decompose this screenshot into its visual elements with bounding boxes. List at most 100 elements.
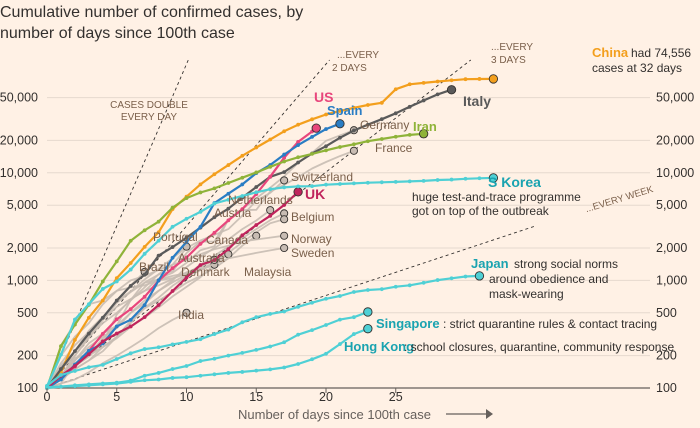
data-point: [226, 353, 231, 358]
data-point: [421, 80, 426, 85]
label-denmark: Denmark: [181, 265, 231, 279]
label-france: France: [375, 141, 413, 155]
series-line: [46, 311, 187, 389]
data-point: [310, 151, 314, 156]
reference-line: [46, 225, 536, 389]
y-tick-label-left: 1,000: [7, 273, 38, 287]
y-tick-label-left: 2,000: [7, 241, 38, 255]
data-point: [338, 109, 342, 113]
data-point: [198, 359, 203, 363]
data-point: [142, 228, 147, 233]
data-point: [170, 205, 175, 210]
data-point: [73, 364, 77, 368]
data-point: [324, 182, 328, 187]
data-point: [86, 302, 91, 307]
series-line: [46, 209, 271, 389]
series-endpoint: [349, 146, 358, 155]
series-endpoint: [280, 231, 289, 240]
data-point: [296, 362, 300, 366]
x-axis-arrowhead: [486, 409, 493, 419]
data-point: [254, 190, 259, 195]
data-point: [59, 377, 63, 382]
series-s-korea: [45, 173, 499, 389]
data-point: [282, 309, 287, 314]
data-point: [324, 144, 328, 149]
data-point: [198, 263, 203, 267]
data-point: [170, 289, 175, 293]
data-point: [226, 247, 231, 252]
y-tick-label-left: 200: [17, 349, 38, 363]
data-point: [282, 155, 287, 160]
data-point: [142, 315, 147, 319]
label-switzerland: Switzerland: [291, 170, 353, 184]
data-point: [296, 140, 300, 144]
data-point: [282, 185, 287, 190]
data-point: [407, 82, 412, 87]
data-point: [128, 238, 133, 243]
y-tick-label-right: 1,000: [656, 273, 687, 287]
data-point: [59, 367, 63, 371]
data-point: [268, 187, 273, 192]
data-point: [142, 251, 147, 256]
reference-lines: [46, 59, 536, 389]
series-endpoint: [474, 271, 485, 281]
data-point: [198, 337, 203, 342]
data-point: [73, 337, 77, 342]
data-point: [114, 331, 119, 336]
label-ref-3day-2: 3 DAYS: [491, 55, 526, 66]
data-point: [156, 230, 161, 235]
x-axis-label: Number of days since 100th case: [238, 407, 431, 422]
data-point: [268, 213, 273, 218]
data-point: [198, 373, 203, 378]
data-point: [282, 340, 287, 345]
data-point: [379, 180, 384, 185]
data-point: [100, 362, 105, 367]
y-tick-label-left: 50,000: [0, 91, 38, 105]
series-line: [46, 274, 480, 387]
label-singapore: Singapore: [376, 316, 440, 331]
label-canada: Canada: [206, 233, 248, 247]
data-point: [170, 367, 175, 371]
data-point: [240, 207, 245, 212]
data-point: [310, 328, 314, 333]
data-point: [407, 133, 412, 137]
data-point: [184, 275, 189, 280]
data-point: [352, 290, 356, 294]
label-hong-kong: Hong Kong: [344, 339, 414, 354]
y-tick-label-right: 2,000: [656, 241, 687, 255]
data-point: [114, 298, 119, 303]
data-point: [254, 347, 259, 352]
label-netherlands: Netherlands: [228, 193, 293, 207]
data-point: [184, 340, 189, 344]
series-hong-kong: [45, 324, 373, 390]
data-point: [184, 255, 189, 260]
data-point: [393, 179, 398, 184]
data-point: [156, 238, 161, 243]
data-point: [254, 185, 259, 189]
data-point: [100, 287, 105, 291]
label-us: US: [314, 89, 333, 105]
y-tick-label-right: 500: [656, 306, 677, 320]
data-point: [477, 176, 482, 181]
label-ref-2day-1: ...EVERY: [337, 50, 379, 61]
data-point: [365, 288, 370, 292]
label-australia: Australia: [178, 251, 225, 265]
data-point: [338, 145, 342, 149]
data-point: [379, 137, 384, 141]
series-endpoint: [280, 243, 289, 253]
data-point: [282, 365, 287, 370]
series-line: [45, 132, 424, 389]
data-point: [421, 98, 426, 103]
y-tick-label-right: 100: [656, 381, 677, 395]
label-singapore-note: : strict quarantine rules & contact trac…: [443, 317, 657, 331]
data-point: [226, 206, 231, 211]
data-point: [114, 324, 119, 329]
series-endpoint: [182, 308, 191, 317]
series-austria: [46, 206, 275, 389]
data-point: [365, 180, 370, 185]
data-point: [212, 356, 217, 361]
data-point: [338, 342, 342, 346]
data-point: [324, 127, 328, 131]
data-point: [212, 186, 217, 191]
label-uk: UK: [305, 186, 325, 202]
